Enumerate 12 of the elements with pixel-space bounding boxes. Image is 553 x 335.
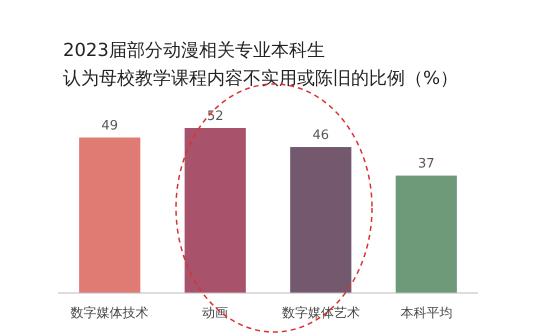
- x-tick-label: 数字媒体艺术: [282, 305, 360, 321]
- bar: [290, 147, 352, 293]
- data-label: 46: [312, 128, 330, 144]
- bar: [184, 128, 246, 293]
- data-label: 52: [206, 109, 224, 124]
- bar: [396, 176, 457, 293]
- x-tick-label: 本科平均: [400, 306, 452, 321]
- data-label: 37: [418, 156, 435, 172]
- data-label: 49: [101, 118, 118, 134]
- chart-title: 2023届部分动漫相关专业本科生: [63, 40, 325, 61]
- bar: [79, 138, 140, 293]
- x-tick-label: 数字媒体技术: [70, 305, 149, 321]
